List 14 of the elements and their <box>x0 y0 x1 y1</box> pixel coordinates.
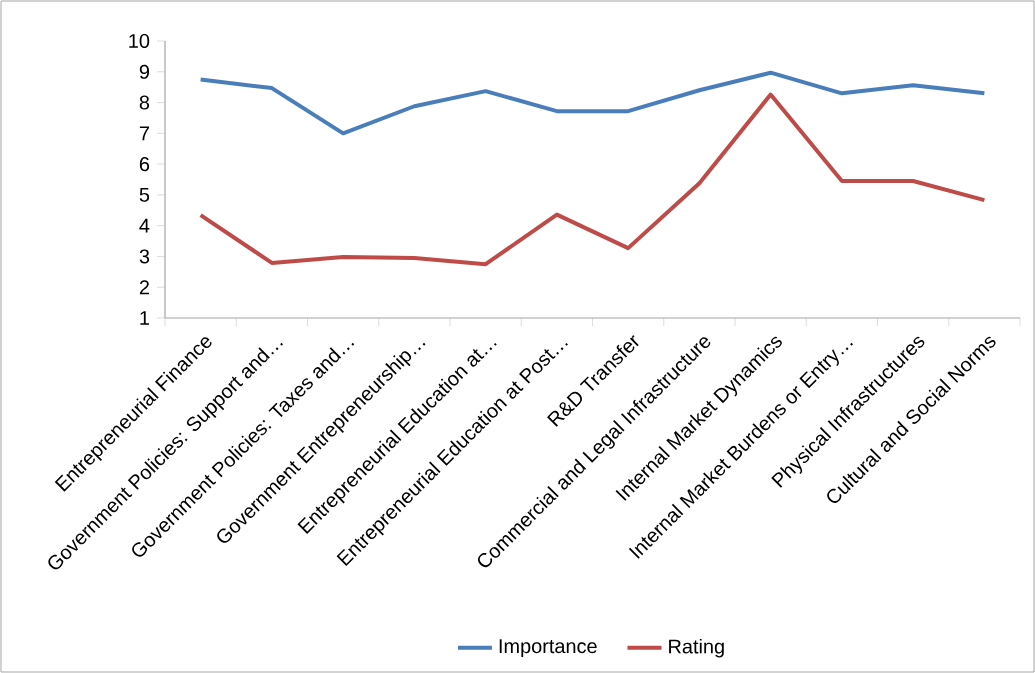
y-tick-label: 5 <box>139 187 150 202</box>
y-tick-label: 7 <box>139 126 149 141</box>
legend-label: Rating <box>669 638 724 658</box>
y-tick-label: 4 <box>139 218 150 233</box>
legend-label: Importance <box>499 639 597 658</box>
y-tick-label: 1 <box>140 311 149 325</box>
line-series <box>198 92 987 267</box>
y-tick-label: 2 <box>139 280 149 295</box>
y-tick-label: 8 <box>139 95 150 110</box>
y-tick-label: 6 <box>139 157 150 172</box>
y-tick-label: 9 <box>139 64 150 79</box>
y-tick-label: 3 <box>139 249 150 264</box>
y-tick-label: 10 <box>129 33 150 49</box>
line-series <box>198 70 987 136</box>
